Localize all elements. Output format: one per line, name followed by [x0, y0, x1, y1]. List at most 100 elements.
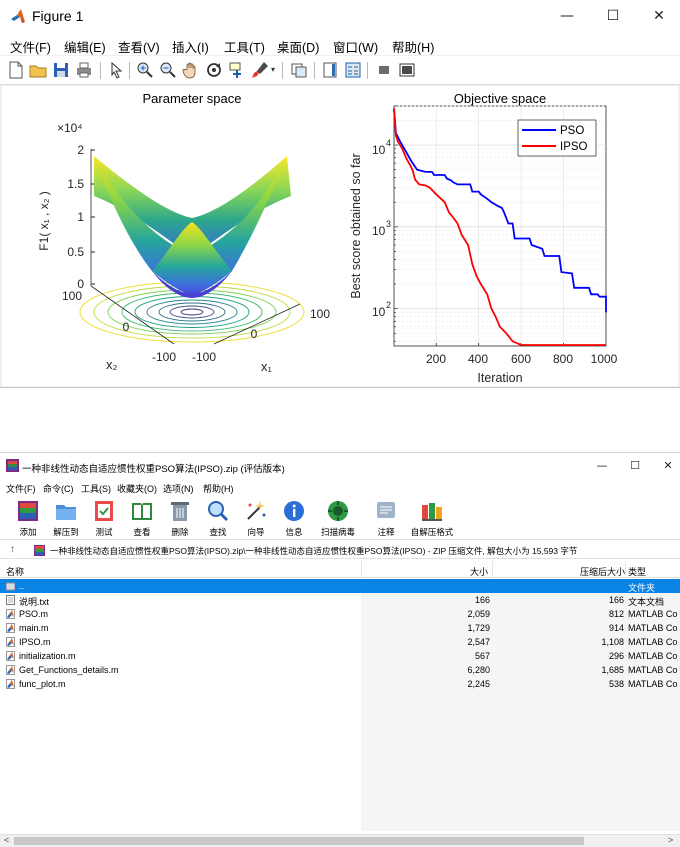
- list-item[interactable]: 说明.txt 166 166 文本文档: [0, 593, 680, 607]
- rar-find-button[interactable]: 查找: [198, 498, 238, 538]
- file-list-header: 名称 大小 压缩后大小 类型: [0, 561, 680, 578]
- save-icon[interactable]: [51, 60, 71, 80]
- rar-tool-label: 向导: [247, 527, 265, 537]
- scan-virus-icon: [328, 501, 348, 521]
- scrollbar-thumb[interactable]: [14, 837, 584, 845]
- list-item[interactable]: func_plot.m 2,245 538 MATLAB Co: [0, 677, 680, 691]
- menu-edit[interactable]: 编辑(E): [64, 41, 106, 55]
- scroll-left-icon[interactable]: <: [4, 835, 10, 845]
- list-item[interactable]: IPSO.m 2,547 1,108 MATLAB Co: [0, 635, 680, 649]
- rar-titlebar: 一种非线性动态自适应惯性权重PSO算法(IPSO).zip (评估版本) — ☐…: [0, 453, 680, 479]
- data-cursor-icon[interactable]: [227, 60, 247, 80]
- z-axis-label: F1( x₁ , x₂ ): [37, 191, 51, 250]
- x-tick-label: 400: [468, 352, 488, 366]
- rar-menu-file[interactable]: 文件(F): [6, 484, 36, 494]
- menu-desktop[interactable]: 桌面(D): [277, 41, 320, 55]
- rar-menu-command[interactable]: 命令(C): [43, 484, 74, 494]
- extract-to-icon: [56, 505, 76, 520]
- list-item[interactable]: PSO.m 2,059 812 MATLAB Co: [0, 607, 680, 621]
- print-icon[interactable]: [74, 60, 94, 80]
- zoom-out-icon[interactable]: [158, 60, 178, 80]
- brush-icon[interactable]: [250, 60, 270, 80]
- rar-comment-button[interactable]: 注释: [366, 498, 406, 538]
- series-line-ipso: [393, 108, 606, 346]
- x-axis-label: Iteration: [477, 371, 522, 385]
- open-file-icon[interactable]: [28, 60, 48, 80]
- y-tick-exponent: 2: [386, 300, 391, 310]
- rar-close-button[interactable]: ✕: [663, 459, 673, 472]
- menu-window[interactable]: 窗口(W): [333, 41, 379, 55]
- column-size-header[interactable]: 大小: [470, 567, 489, 577]
- x1-axis-line: [213, 303, 301, 345]
- rar-add-button[interactable]: 添加: [8, 498, 48, 538]
- x2-tick-label: 0: [123, 320, 130, 334]
- menu-insert[interactable]: 插入(I): [172, 41, 209, 55]
- pointer-icon[interactable]: [106, 60, 126, 80]
- rar-wizard-button[interactable]: 向导: [236, 498, 276, 538]
- rar-menu-tools[interactable]: 工具(S): [81, 484, 111, 494]
- file-name: ..: [19, 581, 25, 591]
- hide-plot-tools-icon[interactable]: [374, 60, 394, 80]
- zoom-in-icon[interactable]: [135, 60, 155, 80]
- new-figure-icon[interactable]: [6, 60, 26, 80]
- column-packed-header[interactable]: 压缩后大小: [580, 567, 626, 577]
- rar-info-button[interactable]: 信息: [274, 498, 314, 538]
- rar-sfx-button[interactable]: 自解压格式: [411, 498, 453, 538]
- file-name: main.m: [19, 623, 49, 633]
- column-type-header[interactable]: 类型: [628, 567, 647, 577]
- rar-minimize-button[interactable]: —: [596, 459, 608, 472]
- scroll-right-icon[interactable]: >: [668, 835, 674, 845]
- list-item[interactable]: initialization.m 567 296 MATLAB Co: [0, 649, 680, 663]
- rar-extract-to-button[interactable]: 解压到: [46, 498, 86, 538]
- show-plot-tools-icon[interactable]: [397, 60, 417, 80]
- toolbar-separator: [129, 62, 130, 79]
- rotate-3d-icon[interactable]: [204, 60, 224, 80]
- menu-file[interactable]: 文件(F): [10, 41, 51, 55]
- rar-tool-label: 自解压格式: [410, 527, 454, 537]
- file-packed-size: 1,108: [601, 637, 624, 647]
- menu-view[interactable]: 查看(V): [118, 41, 160, 55]
- list-item[interactable]: Get_Functions_details.m 6,280 1,685 MATL…: [0, 663, 680, 677]
- file-size: 2,547: [467, 637, 490, 647]
- right-plot-title: Objective space: [454, 91, 547, 106]
- sfx-icon: [422, 503, 442, 521]
- pan-icon[interactable]: [181, 60, 201, 80]
- toolbar-separator: [367, 62, 368, 79]
- rar-scan-virus-button[interactable]: 扫描病毒: [318, 498, 358, 538]
- horizontal-scrollbar[interactable]: < >: [0, 834, 680, 847]
- file-list: .. 文件夹 说明.txt 166 166 文本文档 PSO.m 2,059 8…: [0, 579, 680, 831]
- brush-dropdown-icon[interactable]: ▾: [271, 65, 276, 74]
- file-size: 6,280: [467, 665, 490, 675]
- column-name-header[interactable]: 名称: [6, 567, 25, 577]
- figure-titlebar: Figure 1 — ☐ ✕: [0, 0, 680, 33]
- colorbar-icon[interactable]: [320, 60, 340, 80]
- legend-label-pso: PSO: [560, 125, 584, 137]
- rar-path-text: 一种非线性动态自适应惯性权重PSO算法(IPSO).zip\一种非线性动态自适应…: [50, 546, 578, 556]
- rar-maximize-button[interactable]: ☐: [630, 459, 640, 472]
- rar-view-button[interactable]: 查看: [122, 498, 162, 538]
- rar-menu-options[interactable]: 选项(N): [163, 484, 194, 494]
- list-item[interactable]: .. 文件夹: [0, 579, 680, 593]
- rar-menu-help[interactable]: 帮助(H): [203, 484, 234, 494]
- up-folder-icon[interactable]: ↑: [10, 544, 15, 555]
- find-icon: [208, 501, 229, 522]
- series-line-pso: [393, 108, 607, 313]
- menu-tools[interactable]: 工具(T): [224, 41, 265, 55]
- file-type: MATLAB Co: [628, 665, 678, 675]
- rar-tool-label: 扫描病毒: [320, 527, 355, 537]
- legend-icon[interactable]: [343, 60, 363, 80]
- rar-menu-favorites[interactable]: 收藏夹(O): [117, 484, 157, 494]
- menu-help[interactable]: 帮助(H): [392, 41, 435, 55]
- maximize-button[interactable]: ☐: [606, 8, 620, 24]
- close-button[interactable]: ✕: [653, 8, 665, 24]
- list-item[interactable]: main.m 1,729 914 MATLAB Co: [0, 621, 680, 635]
- rar-delete-button[interactable]: 删除: [160, 498, 200, 538]
- view-icon: [132, 503, 152, 520]
- winrar-logo-icon: [6, 459, 19, 472]
- x-tick-label: 200: [426, 352, 446, 366]
- matlab-file-icon: [6, 623, 15, 633]
- folder-up-icon: [6, 582, 15, 591]
- link-plot-icon[interactable]: [289, 60, 309, 80]
- rar-test-button[interactable]: 测试: [84, 498, 124, 538]
- minimize-button[interactable]: —: [560, 8, 574, 24]
